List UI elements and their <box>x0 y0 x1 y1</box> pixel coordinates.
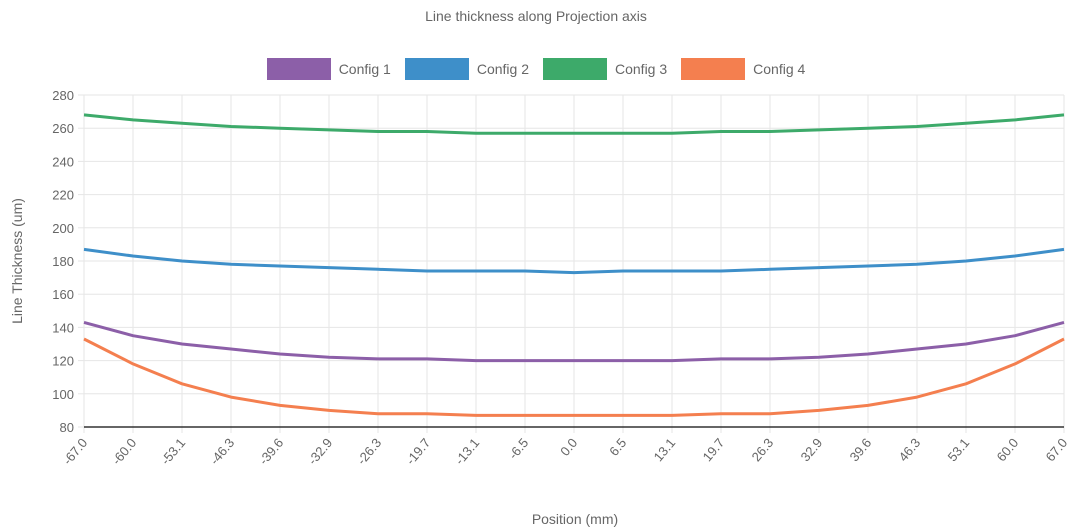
y-tick-label: 280 <box>52 88 74 103</box>
legend-swatch-config-4 <box>681 58 746 80</box>
y-axis-ticks: 80 100 120 140 160 180 200 220 240 260 280 <box>52 88 84 435</box>
series-line-config-1 <box>83 320 1065 363</box>
legend-label-config-3: Config 3 <box>615 61 668 77</box>
x-tick-label: 26.3 <box>749 435 777 464</box>
series-lines <box>83 113 1065 417</box>
x-tick-label: -26.3 <box>354 435 385 467</box>
legend-item-config-1[interactable]: Config 1 <box>266 58 391 80</box>
x-tick-label: 67.0 <box>1043 435 1071 464</box>
legend-item-config-4[interactable]: Config 4 <box>681 58 805 80</box>
x-axis-label: Position (mm) <box>532 511 618 527</box>
legend-label-config-1: Config 1 <box>338 61 391 77</box>
x-tick-label: 0.0 <box>557 435 580 458</box>
y-tick-label: 240 <box>52 154 74 169</box>
x-tick-label: -6.5 <box>505 435 531 462</box>
legend-swatch-config-3 <box>543 58 607 80</box>
y-tick-label: 140 <box>52 320 74 335</box>
x-axis-ticks: -67.0 -60.0 -53.1 -46.3 -39.6 -32.9 -26.3 -19.7… <box>60 435 1071 467</box>
x-tick-label: -53.1 <box>158 435 189 467</box>
x-tick-label: 19.7 <box>700 435 728 464</box>
series-line-config-2 <box>83 247 1065 275</box>
y-tick-label: 100 <box>52 387 74 402</box>
chart-title: Line thickness along Projection axis <box>425 8 647 24</box>
y-tick-label: 160 <box>52 287 74 302</box>
legend-swatch-config-1 <box>266 58 331 80</box>
x-tick-label: 13.1 <box>651 435 679 464</box>
y-tick-label: 120 <box>52 354 74 369</box>
x-tick-label: -67.0 <box>60 435 91 467</box>
x-tick-label: 39.6 <box>847 435 875 464</box>
y-tick-label: 80 <box>60 420 74 435</box>
y-tick-label: 180 <box>52 254 74 269</box>
y-axis-label: Line Thickness (um) <box>9 198 25 324</box>
legend-label-config-4: Config 4 <box>753 61 806 77</box>
y-tick-label: 200 <box>52 221 74 236</box>
legend-swatch-config-2 <box>404 58 469 80</box>
x-tick-label: -19.7 <box>403 435 434 467</box>
legend-item-config-3[interactable]: Config 3 <box>543 58 667 80</box>
x-tick-label: 32.9 <box>798 435 826 464</box>
x-tick-label: -39.6 <box>256 435 287 467</box>
y-tick-label: 220 <box>52 188 74 203</box>
x-tick-label: -32.9 <box>305 435 336 467</box>
x-tick-label: 60.0 <box>994 435 1022 464</box>
y-tick-label: 260 <box>52 121 74 136</box>
x-tick-label: 46.3 <box>896 435 924 464</box>
legend-label-config-2: Config 2 <box>476 61 529 77</box>
legend-item-config-2[interactable]: Config 2 <box>404 58 529 80</box>
series-line-config-3 <box>83 113 1065 135</box>
series-line-config-4 <box>83 337 1065 417</box>
legend: Config 1 Config 2 Config 3 Config 4 <box>0 58 1072 80</box>
x-tick-label: 6.5 <box>606 435 629 458</box>
x-tick-label: -46.3 <box>207 435 238 467</box>
x-tick-label: 53.1 <box>945 435 973 464</box>
x-tick-label: -13.1 <box>452 435 483 467</box>
x-tick-label: -60.0 <box>109 435 140 467</box>
